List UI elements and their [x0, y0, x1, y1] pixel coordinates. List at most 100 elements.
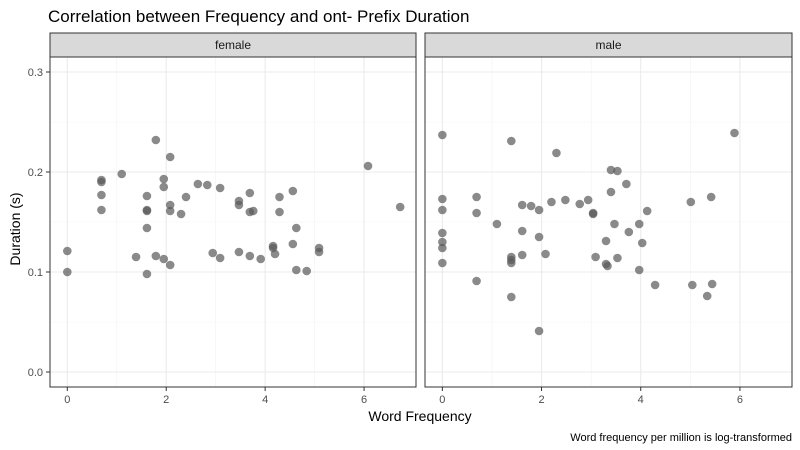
data-point: [117, 169, 127, 179]
data-point: [534, 232, 544, 242]
data-point: [706, 192, 716, 202]
facet-strip: [49, 32, 417, 58]
data-point: [438, 194, 447, 204]
data-point: [613, 253, 622, 263]
data-point: [588, 209, 598, 219]
data-point: [202, 180, 212, 190]
data-point: [97, 205, 106, 215]
data-point: [472, 208, 481, 218]
data-point: [438, 243, 447, 253]
facet-panels: female 0 2 4 6 male 0 2 4 6: [49, 32, 793, 406]
data-point: [165, 260, 175, 270]
data-point: [438, 228, 447, 238]
data-point: [165, 152, 175, 162]
data-point: [142, 206, 152, 216]
x-tick-label: 2: [163, 394, 169, 406]
data-point: [637, 238, 647, 248]
data-point: [634, 265, 644, 275]
x-tick-label: 6: [737, 394, 743, 406]
data-point: [552, 148, 561, 158]
data-point: [730, 128, 739, 138]
data-point: [245, 251, 255, 261]
data-point: [395, 202, 405, 212]
data-point: [215, 183, 225, 193]
data-point: [575, 199, 585, 209]
data-point: [288, 186, 298, 196]
data-point: [151, 135, 161, 145]
data-point: [165, 200, 175, 210]
facet-label: male: [595, 38, 621, 52]
data-point: [547, 197, 556, 207]
y-tick-label: 0.3: [28, 67, 43, 79]
data-point: [165, 206, 175, 216]
data-point: [650, 280, 660, 290]
data-point: [634, 219, 644, 229]
data-point: [517, 200, 527, 210]
data-point: [506, 292, 516, 302]
data-point: [702, 291, 712, 301]
data-point: [517, 226, 527, 236]
data-point: [302, 266, 311, 276]
data-point: [131, 252, 141, 262]
x-tick-label: 6: [361, 394, 367, 406]
data-point: [601, 236, 611, 246]
data-point: [526, 201, 536, 211]
data-point: [215, 253, 225, 263]
data-point: [472, 192, 481, 202]
facet-strip: [424, 32, 793, 58]
data-point: [193, 179, 203, 189]
data-point: [142, 191, 152, 201]
data-point: [506, 136, 516, 146]
data-point: [314, 247, 324, 257]
data-point: [275, 192, 284, 202]
data-point: [234, 200, 244, 210]
x-tick-label: 2: [538, 394, 544, 406]
data-point: [438, 130, 447, 140]
data-point: [234, 247, 244, 257]
data-point: [256, 254, 265, 264]
data-point: [688, 280, 697, 290]
data-point: [506, 258, 516, 268]
data-point: [438, 258, 447, 268]
data-point: [63, 246, 72, 256]
data-point: [208, 248, 218, 258]
data-point: [142, 223, 152, 233]
data-point: [245, 188, 255, 198]
data-point: [275, 207, 284, 217]
data-point: [707, 279, 717, 289]
data-point: [248, 206, 258, 216]
data-point: [624, 227, 634, 237]
data-point: [151, 251, 161, 261]
data-point: [97, 190, 106, 200]
data-point: [292, 223, 301, 233]
data-point: [561, 195, 570, 205]
facet-panel-male: male 0 2 4 6: [424, 32, 793, 406]
y-axis-title: Duration (s): [7, 192, 23, 265]
y-tick-label: 0.2: [28, 167, 43, 179]
x-tick-label: 4: [638, 394, 644, 406]
x-tick-label: 4: [262, 394, 268, 406]
data-point: [606, 187, 616, 197]
data-point: [142, 269, 152, 279]
data-point: [438, 205, 447, 215]
data-point: [159, 254, 169, 264]
facet-label: female: [215, 38, 251, 52]
y-tick-label: 0.1: [28, 267, 43, 279]
y-axis: 0.0 0.1 0.2 0.3: [28, 67, 50, 379]
data-point: [517, 250, 527, 260]
data-point: [534, 205, 544, 215]
data-point: [642, 206, 652, 216]
data-point: [181, 192, 191, 202]
data-point: [583, 195, 593, 205]
data-point: [292, 265, 301, 275]
data-point: [63, 267, 72, 277]
data-point: [610, 219, 619, 229]
data-point: [622, 179, 631, 189]
chart-title: Correlation between Frequency and ont- P…: [48, 7, 469, 26]
data-point: [176, 209, 186, 219]
data-point: [603, 261, 612, 271]
data-point: [159, 174, 169, 184]
data-point: [438, 237, 447, 247]
data-point: [288, 239, 298, 249]
